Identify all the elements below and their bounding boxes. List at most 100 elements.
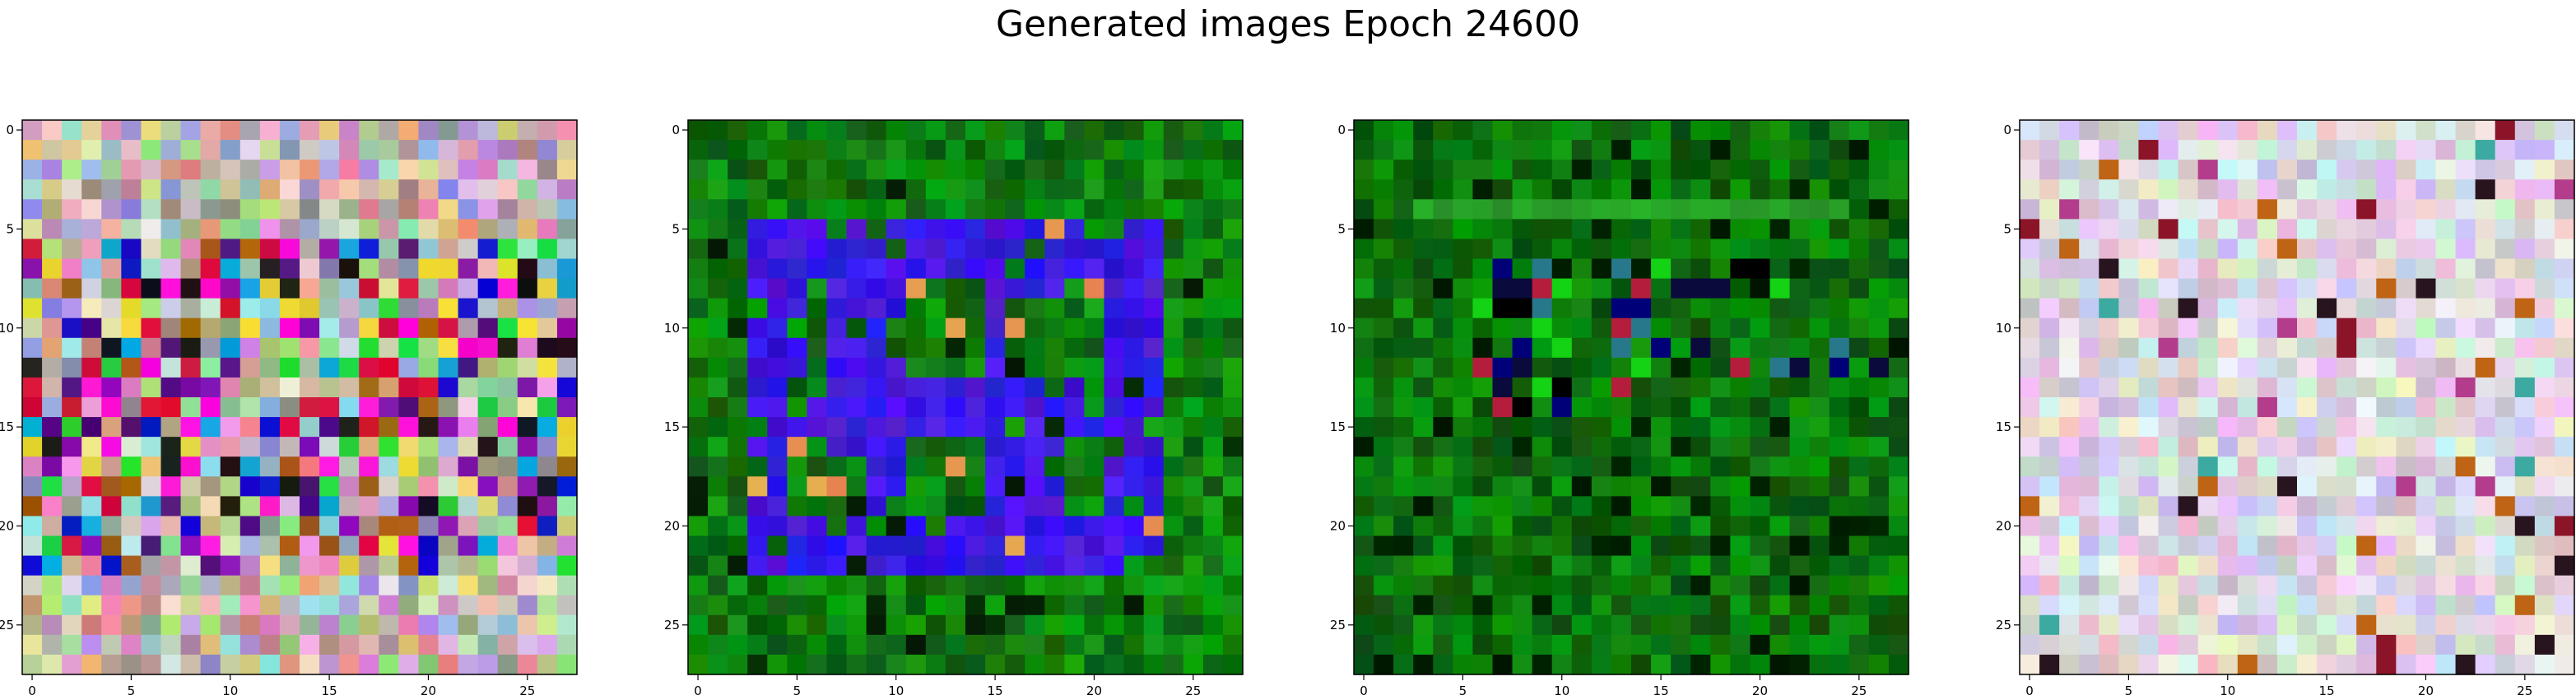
pixel	[141, 317, 162, 339]
pixel	[1789, 456, 1811, 477]
pixel	[339, 456, 360, 477]
pixel	[2099, 239, 2119, 260]
pixel	[2534, 219, 2555, 240]
pixel	[1413, 120, 1434, 141]
pixel	[1611, 456, 1632, 477]
pixel	[1163, 179, 1184, 200]
pixel	[807, 595, 828, 616]
pixel	[1690, 258, 1711, 280]
pixel	[438, 278, 459, 299]
pixel	[517, 575, 538, 596]
pixel	[141, 397, 162, 418]
pixel	[2197, 476, 2219, 497]
pixel	[2356, 258, 2377, 280]
pixel	[2495, 654, 2516, 675]
pixel	[2237, 140, 2258, 160]
pixel	[2337, 160, 2357, 180]
pixel	[121, 357, 142, 378]
pixel	[2099, 357, 2119, 378]
pixel	[767, 496, 788, 517]
pixel	[2217, 575, 2239, 596]
pixel	[846, 179, 867, 200]
pixel	[2514, 179, 2536, 200]
pixel	[2276, 634, 2298, 656]
pixel	[279, 357, 300, 378]
pixel	[62, 476, 82, 497]
pixel	[1183, 120, 1204, 141]
pixel	[985, 120, 1006, 141]
pixel	[239, 219, 261, 240]
pixel	[42, 199, 63, 220]
pixel	[1025, 516, 1045, 537]
pixel	[180, 199, 202, 220]
pixel	[477, 357, 499, 378]
pixel	[2158, 555, 2179, 577]
pixel	[826, 535, 848, 557]
pixel	[279, 575, 300, 596]
pixel	[2059, 337, 2080, 359]
pixel	[1202, 317, 1224, 339]
pixel	[141, 417, 162, 438]
pixel	[537, 575, 558, 596]
pixel	[985, 377, 1006, 398]
pixel	[1104, 437, 1125, 457]
pixel	[458, 516, 479, 537]
pixel	[339, 357, 360, 378]
pixel	[767, 634, 788, 656]
pixel	[300, 614, 320, 636]
pixel	[537, 634, 558, 656]
pixel	[1769, 555, 1791, 577]
pixel	[339, 278, 360, 299]
pixel	[537, 654, 558, 675]
pixel	[2317, 160, 2337, 180]
pixel	[807, 476, 828, 497]
pixel	[517, 377, 538, 398]
pixel	[1044, 258, 1065, 280]
pixel	[418, 317, 439, 339]
pixel	[1868, 654, 1890, 675]
pixel	[1005, 219, 1025, 240]
pixel	[339, 496, 360, 517]
pixel	[688, 258, 709, 280]
pixel	[2416, 179, 2437, 200]
pixel	[239, 298, 261, 319]
pixel	[1005, 456, 1025, 477]
pixel	[1374, 496, 1394, 517]
pixel	[2356, 219, 2377, 240]
pixel	[1433, 160, 1453, 180]
pixel	[200, 258, 221, 280]
pixel	[2475, 357, 2496, 378]
pixel	[2554, 337, 2575, 359]
pixel	[2276, 298, 2298, 319]
pixel	[517, 634, 538, 656]
pixel	[886, 317, 907, 339]
pixel	[708, 179, 728, 200]
pixel	[477, 377, 499, 398]
pixel	[220, 555, 241, 577]
pixel	[1848, 199, 1870, 220]
pixel	[826, 258, 848, 280]
pixel	[1413, 219, 1434, 240]
pixel	[438, 437, 459, 457]
pixel	[200, 239, 221, 260]
pixel	[2514, 337, 2536, 359]
pixel	[379, 377, 399, 398]
pixel	[2416, 160, 2437, 180]
pixel	[379, 496, 399, 517]
pixel	[747, 120, 768, 141]
pixel	[101, 179, 122, 200]
pixel	[1354, 179, 1374, 200]
pixel	[2554, 140, 2575, 160]
pixel	[2475, 298, 2496, 319]
pixel	[497, 555, 518, 577]
pixel	[1143, 614, 1165, 636]
pixel	[925, 219, 946, 240]
pixel	[2396, 337, 2417, 359]
pixel	[1183, 377, 1204, 398]
pixel	[1868, 555, 1890, 577]
pixel	[2217, 496, 2239, 517]
pixel	[1163, 555, 1184, 577]
pixel	[22, 595, 43, 616]
pixel	[2297, 160, 2318, 180]
pixel	[2435, 377, 2457, 398]
